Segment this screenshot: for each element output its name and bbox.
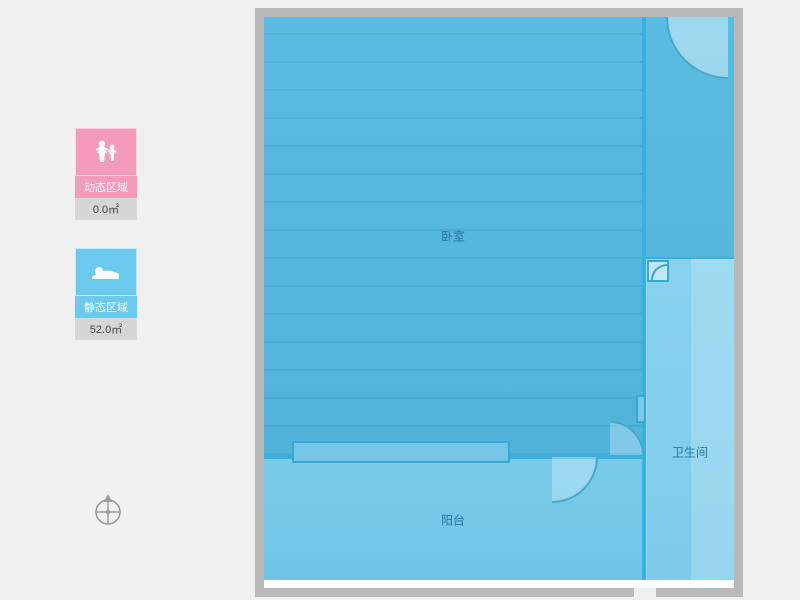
legend-static-value: 52.0㎡ <box>75 318 137 340</box>
people-icon <box>75 128 137 176</box>
wall-bottom-left <box>255 588 643 597</box>
floor-plan: 卧室 卫生间 阳台 <box>255 8 743 588</box>
legend-dynamic-label: 动态区域 <box>75 176 137 198</box>
legend-static: 静态区域 52.0㎡ <box>75 248 147 340</box>
door-notch <box>636 395 646 423</box>
wall-bottom-right <box>656 588 743 597</box>
legend-dynamic: 动态区域 0.0㎡ <box>75 128 147 220</box>
legend-dynamic-value: 0.0㎡ <box>75 198 137 220</box>
room-bathroom-label: 卫生间 <box>672 443 708 460</box>
legend: 动态区域 0.0㎡ 静态区域 52.0㎡ <box>75 128 147 368</box>
room-bedroom-label: 卧室 <box>441 228 465 245</box>
shower-corner <box>647 260 669 282</box>
room-bathroom: 卫生间 <box>644 257 734 580</box>
legend-static-label: 静态区域 <box>75 296 137 318</box>
room-bedroom: 卧室 <box>264 17 644 457</box>
sleep-icon <box>75 248 137 296</box>
compass-icon <box>90 492 126 528</box>
canvas: 动态区域 0.0㎡ 静态区域 52.0㎡ <box>0 0 800 600</box>
room-balcony-label: 阳台 <box>441 511 465 528</box>
plan-inner: 卧室 卫生间 阳台 <box>264 17 734 588</box>
shower-arc-icon <box>651 264 667 280</box>
balcony-ledge <box>292 441 510 463</box>
